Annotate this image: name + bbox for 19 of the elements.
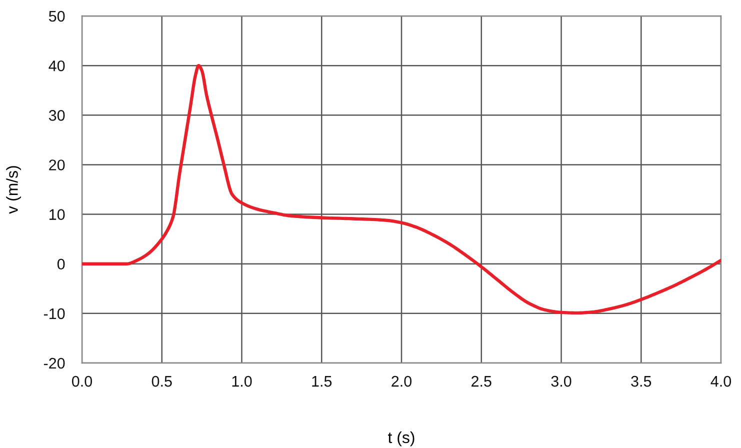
y-tick-label: -10	[44, 308, 65, 320]
y-tick-label: 50	[48, 10, 65, 22]
x-tick-label: 2.5	[472, 376, 492, 387]
y-tick-label: 10	[50, 209, 65, 220]
x-tick-label: 2.0	[392, 376, 412, 387]
x-tick-label: 1.0	[232, 376, 252, 387]
x-tick-label: 3.5	[631, 376, 652, 387]
y-tick-label: 20	[49, 160, 65, 170]
y-tick-label: 0	[57, 258, 65, 270]
x-tick-label: 0.0	[72, 376, 92, 387]
x-axis-title: t (s)	[388, 431, 414, 446]
y-tick-label: 30	[48, 110, 65, 121]
x-tick-label: 1.5	[312, 376, 332, 387]
x-tick-label: 4.0	[710, 376, 732, 387]
y-axis-title: v (m/s)	[6, 166, 22, 214]
y-tick-label: -20	[44, 358, 65, 369]
x-tick-label: 0.5	[152, 376, 172, 387]
x-tick-label: 3.0	[551, 376, 572, 387]
y-tick-label: 40	[48, 60, 65, 72]
